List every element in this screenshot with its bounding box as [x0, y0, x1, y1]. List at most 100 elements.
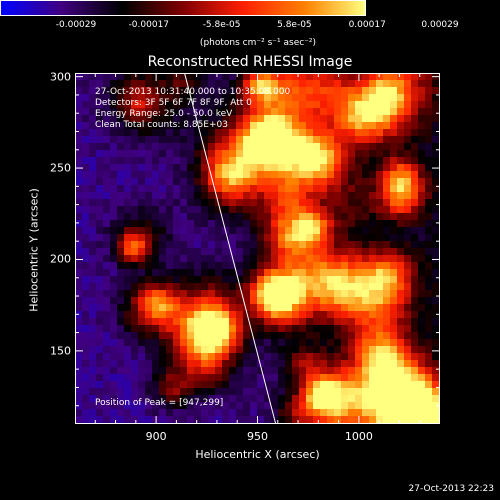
heatmap-cell	[236, 241, 244, 249]
heatmap-cell	[383, 178, 391, 186]
heatmap-cell	[152, 234, 160, 242]
heatmap-cell	[362, 220, 370, 228]
heatmap-cell	[390, 171, 398, 179]
heatmap-cell	[194, 80, 202, 88]
heatmap-cell	[362, 269, 370, 277]
heatmap-cell	[404, 192, 412, 200]
heatmap-cell	[166, 150, 174, 158]
heatmap-cell	[229, 360, 237, 368]
heatmap-cell	[306, 185, 314, 193]
heatmap-cell	[257, 192, 265, 200]
heatmap-cell	[138, 262, 146, 270]
heatmap-cell	[166, 290, 174, 298]
heatmap-cell	[236, 199, 244, 207]
heatmap-cell	[236, 157, 244, 165]
heatmap-cell	[145, 192, 153, 200]
heatmap-cell	[194, 178, 202, 186]
heatmap-cell	[411, 339, 419, 347]
heatmap-cell	[194, 388, 202, 396]
heatmap-cell	[348, 80, 356, 88]
heatmap-cell	[404, 164, 412, 172]
heatmap-cell	[292, 367, 300, 375]
heatmap-cell	[180, 353, 188, 361]
heatmap-cell	[292, 248, 300, 256]
heatmap-cell	[376, 136, 384, 144]
heatmap-cell	[257, 87, 265, 95]
heatmap-cell	[404, 220, 412, 228]
heatmap-cell	[75, 346, 83, 354]
heatmap-cell	[299, 297, 307, 305]
heatmap-cell	[278, 402, 286, 410]
heatmap-cell	[201, 248, 209, 256]
heatmap-cell	[376, 304, 384, 312]
heatmap-cell	[306, 269, 314, 277]
heatmap-cell	[180, 171, 188, 179]
heatmap-cell	[82, 241, 90, 249]
heatmap-cell	[89, 353, 97, 361]
heatmap-cell	[222, 255, 230, 263]
heatmap-cell	[89, 234, 97, 242]
heatmap-cell	[418, 388, 426, 396]
heatmap-cell	[194, 136, 202, 144]
heatmap-cell	[96, 388, 104, 396]
heatmap-cell	[180, 101, 188, 109]
heatmap-cell	[327, 206, 335, 214]
heatmap-cell	[117, 367, 125, 375]
heatmap-cell	[327, 381, 335, 389]
heatmap-cell	[383, 73, 391, 81]
heatmap-cell	[404, 374, 412, 382]
heatmap-cell	[397, 346, 405, 354]
heatmap-cell	[187, 311, 195, 319]
heatmap-cell	[369, 283, 377, 291]
heatmap-cell	[285, 318, 293, 326]
heatmap-cell	[229, 241, 237, 249]
heatmap-cell	[376, 171, 384, 179]
heatmap-cell	[159, 262, 167, 270]
heatmap-cell	[264, 129, 272, 137]
heatmap-cell	[75, 416, 83, 424]
heatmap-cell	[145, 374, 153, 382]
heatmap-cell	[89, 94, 97, 102]
heatmap-cell	[124, 367, 132, 375]
heatmap-cell	[96, 108, 104, 116]
heatmap-cell	[327, 213, 335, 221]
heatmap-cell	[222, 346, 230, 354]
heatmap-cell	[362, 136, 370, 144]
heatmap-cell	[313, 220, 321, 228]
heatmap-cell	[180, 248, 188, 256]
heatmap-cell	[341, 318, 349, 326]
heatmap-cell	[173, 136, 181, 144]
heatmap-cell	[159, 353, 167, 361]
heatmap-cell	[250, 241, 258, 249]
heatmap-cell	[397, 416, 405, 424]
heatmap-cell	[173, 220, 181, 228]
heatmap-cell	[390, 388, 398, 396]
heatmap-cell	[334, 290, 342, 298]
heatmap-cell	[236, 115, 244, 123]
heatmap-cell	[117, 213, 125, 221]
heatmap-cell	[138, 339, 146, 347]
heatmap-cell	[180, 269, 188, 277]
heatmap-cell	[411, 94, 419, 102]
heatmap-cell	[243, 220, 251, 228]
heatmap-cell	[75, 185, 83, 193]
heatmap-cell	[173, 157, 181, 165]
heatmap-cell	[250, 122, 258, 130]
heatmap-cell	[404, 360, 412, 368]
heatmap-cell	[425, 234, 433, 242]
heatmap-cell	[75, 80, 83, 88]
heatmap-cell	[292, 220, 300, 228]
heatmap-cell	[425, 73, 433, 81]
heatmap-cell	[425, 122, 433, 130]
heatmap-cell	[418, 311, 426, 319]
heatmap-cell	[383, 297, 391, 305]
heatmap-cell	[285, 269, 293, 277]
heatmap-cell	[166, 276, 174, 284]
heatmap-cell	[299, 80, 307, 88]
heatmap-cell	[334, 311, 342, 319]
heatmap-cell	[201, 115, 209, 123]
heatmap-cell	[390, 269, 398, 277]
heatmap-cell	[278, 325, 286, 333]
heatmap-cell	[341, 150, 349, 158]
heatmap-cell	[250, 318, 258, 326]
